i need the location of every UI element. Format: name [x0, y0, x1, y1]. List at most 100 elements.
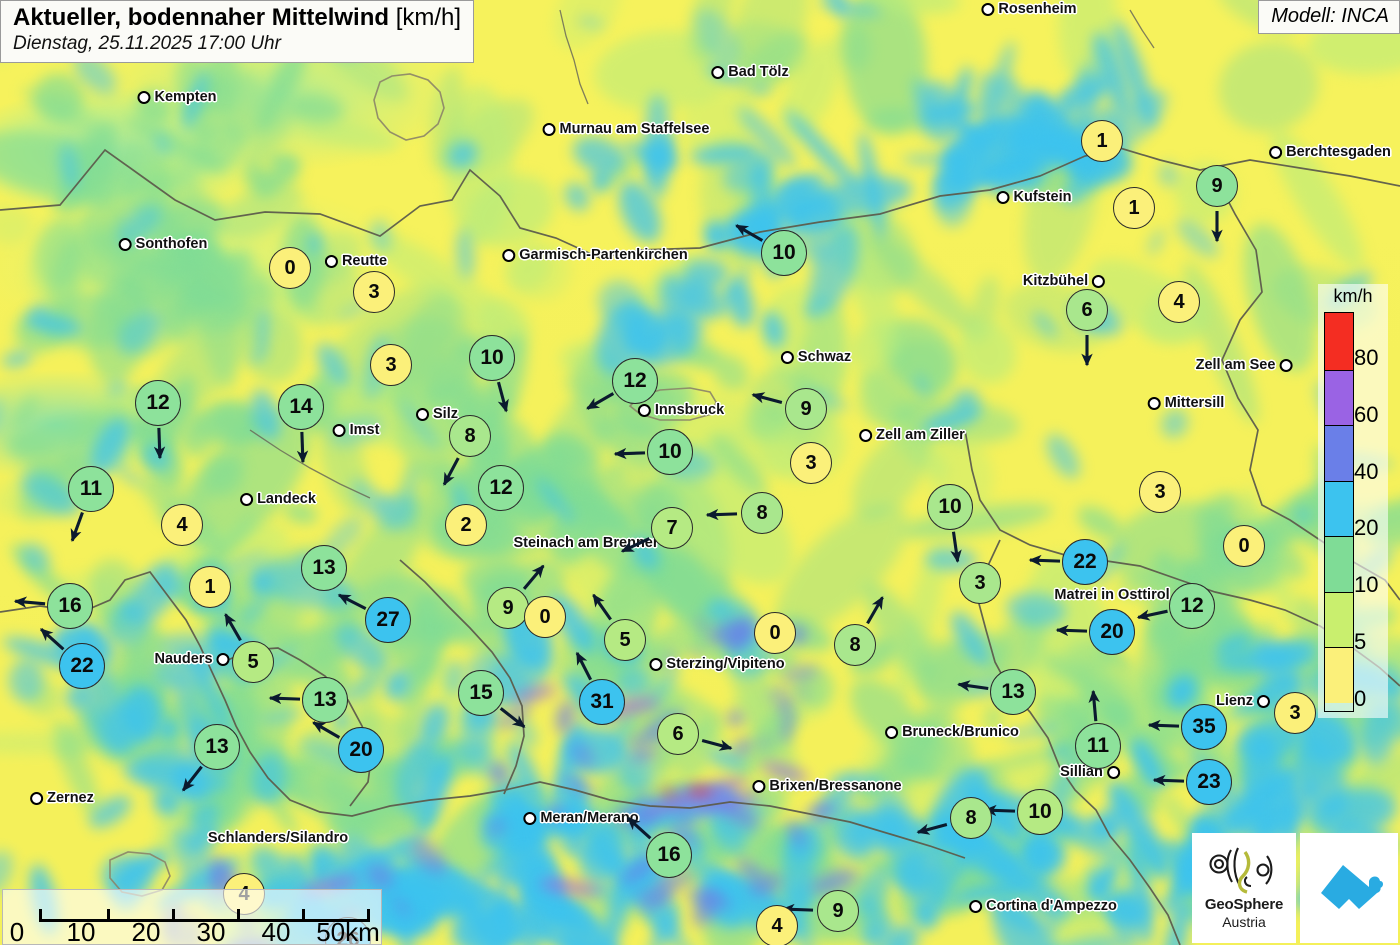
wind-station-marker[interactable]: 4	[756, 905, 798, 945]
wind-station-marker[interactable]: 16	[646, 832, 692, 878]
wind-station-marker[interactable]: 5	[232, 641, 274, 683]
terrain-patch	[1039, 428, 1087, 484]
wind-station-marker[interactable]: 11	[1075, 723, 1121, 769]
wind-station-marker[interactable]: 4	[161, 504, 203, 546]
geosphere-sub: Austria	[1222, 914, 1266, 930]
scale-tick	[302, 909, 305, 919]
wind-station-marker[interactable]: 9	[1196, 165, 1238, 207]
wind-station-marker[interactable]: 8	[741, 492, 783, 534]
wind-station-marker[interactable]: 0	[269, 247, 311, 289]
wind-station-marker[interactable]: 22	[1062, 539, 1108, 585]
wind-station-marker[interactable]: 10	[647, 429, 693, 475]
wind-station-marker[interactable]: 9	[817, 890, 859, 932]
logo-box: GeoSphere Austria	[1192, 833, 1398, 943]
wind-station-marker[interactable]: 20	[1089, 609, 1135, 655]
legend-color-band	[1325, 369, 1353, 426]
terrain-patch	[0, 205, 33, 245]
terrain-patch	[559, 178, 595, 216]
scale-tick	[172, 909, 175, 919]
wind-station-marker[interactable]: 23	[1186, 759, 1232, 805]
wind-station-marker[interactable]: 10	[761, 230, 807, 276]
terrain-patch	[0, 347, 35, 372]
wind-station-marker[interactable]: 13	[194, 724, 240, 770]
scale-label: 50km	[316, 917, 380, 945]
terrain-patch	[306, 232, 322, 255]
wind-station-marker[interactable]: 2	[445, 504, 487, 546]
wind-station-marker[interactable]: 12	[478, 465, 524, 511]
scale-label: 40	[261, 917, 291, 945]
wind-station-marker[interactable]: 13	[302, 677, 348, 723]
wind-station-marker[interactable]: 12	[1169, 583, 1215, 629]
wind-station-marker[interactable]: 14	[278, 384, 324, 430]
mountain-cloud-icon	[1321, 865, 1383, 909]
wind-station-marker[interactable]: 1	[1081, 120, 1123, 162]
wind-station-marker[interactable]: 3	[1139, 471, 1181, 513]
wind-station-marker[interactable]: 13	[990, 669, 1036, 715]
partner-logo	[1300, 833, 1398, 943]
legend-tick-label: 60	[1354, 401, 1379, 427]
wind-station-marker[interactable]: 10	[1017, 789, 1063, 835]
legend-color-band	[1325, 536, 1353, 592]
legend: km/h 80 60 40 20 10 5 0	[1318, 284, 1388, 718]
wind-station-marker[interactable]: 1	[1113, 187, 1155, 229]
wind-station-marker[interactable]: 4	[1158, 281, 1200, 323]
wind-station-marker[interactable]: 20	[338, 727, 384, 773]
terrain-patch	[1144, 226, 1169, 259]
legend-color-band	[1325, 313, 1353, 370]
wind-station-marker[interactable]: 7	[651, 507, 693, 549]
legend-tick-label: 80	[1354, 344, 1379, 370]
wind-station-marker[interactable]: 11	[68, 466, 114, 512]
scale-label: 10	[66, 917, 96, 945]
legend-color-band	[1325, 425, 1353, 481]
wind-station-marker[interactable]: 3	[353, 271, 395, 313]
wind-station-marker[interactable]: 22	[59, 643, 105, 689]
scale-tick	[107, 909, 110, 919]
legend-tick-label: 0	[1354, 686, 1367, 711]
terrain-patch	[109, 459, 147, 490]
scale-line	[39, 909, 370, 922]
page-title: Aktueller, bodennaher Mittelwind [km/h]	[13, 4, 461, 32]
geosphere-name: GeoSphere	[1204, 896, 1284, 913]
wind-station-marker[interactable]: 0	[754, 612, 796, 654]
terrain-patch	[722, 277, 759, 330]
wind-station-marker[interactable]: 0	[524, 596, 566, 638]
legend-tick-label: 10	[1354, 572, 1379, 598]
wind-station-marker[interactable]: 3	[790, 442, 832, 484]
wind-station-marker[interactable]: 6	[1066, 289, 1108, 331]
wind-station-marker[interactable]: 16	[47, 583, 93, 629]
legend-tick-label: 5	[1354, 629, 1367, 655]
wind-station-marker[interactable]: 8	[834, 624, 876, 666]
scale-label: 20	[131, 917, 161, 945]
wind-station-marker[interactable]: 31	[579, 679, 625, 725]
wind-station-marker[interactable]: 10	[469, 335, 515, 381]
wind-station-marker[interactable]: 8	[449, 415, 491, 457]
terrain-patch	[281, 498, 320, 527]
scale-label: 30	[196, 917, 226, 945]
wind-station-marker[interactable]: 5	[604, 619, 646, 661]
geosphere-logo: GeoSphere Austria	[1192, 833, 1296, 943]
wind-station-marker[interactable]: 15	[458, 670, 504, 716]
wind-station-marker[interactable]: 0	[1223, 525, 1265, 567]
wind-station-marker[interactable]: 3	[1274, 692, 1316, 734]
legend-colorbar	[1324, 312, 1354, 712]
wind-station-marker[interactable]: 9	[785, 388, 827, 430]
legend-color-band	[1325, 591, 1353, 648]
wind-station-marker[interactable]: 10	[927, 484, 973, 530]
wind-station-marker[interactable]: 8	[950, 797, 992, 839]
wind-station-marker[interactable]: 1	[189, 566, 231, 608]
wind-station-marker[interactable]: 6	[657, 713, 699, 755]
wind-station-marker[interactable]: 35	[1181, 704, 1227, 750]
page-subtitle: Dienstag, 25.11.2025 17:00 Uhr	[13, 32, 281, 54]
scale-label: 0	[9, 917, 25, 945]
wind-station-marker[interactable]: 12	[612, 358, 658, 404]
wind-station-marker[interactable]: 3	[959, 562, 1001, 604]
wind-station-marker[interactable]: 3	[370, 344, 412, 386]
title-box: Aktueller, bodennaher Mittelwind [km/h] …	[0, 0, 475, 63]
wind-station-marker[interactable]: 27	[365, 597, 411, 643]
wind-station-marker[interactable]: 9	[487, 587, 529, 629]
wind-station-marker[interactable]: 12	[135, 380, 181, 426]
terrain-patch	[1155, 404, 1194, 443]
wind-station-marker[interactable]: 13	[301, 545, 347, 591]
legend-tick-label: 20	[1354, 515, 1379, 541]
title-text: Aktueller, bodennaher Mittelwind	[13, 4, 390, 31]
